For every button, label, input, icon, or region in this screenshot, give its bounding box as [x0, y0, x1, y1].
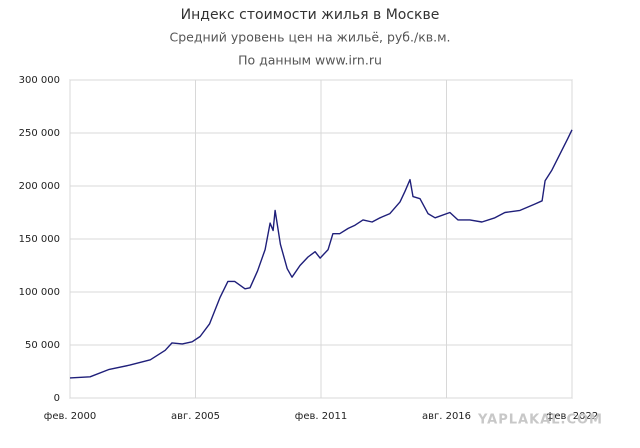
y-tick-label: 50 000	[25, 340, 60, 351]
y-tick-label: 100 000	[19, 287, 60, 298]
x-tick-label: авг. 2005	[171, 411, 220, 422]
chart-note: По данным www.irn.ru	[238, 53, 382, 68]
chart-title: Индекс стоимости жилья в Москве	[181, 7, 440, 23]
y-tick-label: 0	[54, 393, 60, 404]
y-tick-label: 150 000	[19, 234, 60, 245]
x-tick-label: фев. 2011	[295, 411, 347, 422]
y-tick-label: 250 000	[19, 128, 60, 139]
y-tick-label: 300 000	[19, 75, 60, 86]
chart-subtitle: Средний уровень цен на жильё, руб./кв.м.	[170, 30, 451, 45]
y-tick-label: 200 000	[19, 181, 60, 192]
x-tick-label: авг. 2016	[422, 411, 471, 422]
line	[69, 129, 573, 379]
watermark: YAPLAKAL.COM	[477, 413, 603, 428]
x-tick-label: фев. 2000	[44, 411, 96, 422]
x-tick-label: фев. 2022	[546, 411, 598, 422]
